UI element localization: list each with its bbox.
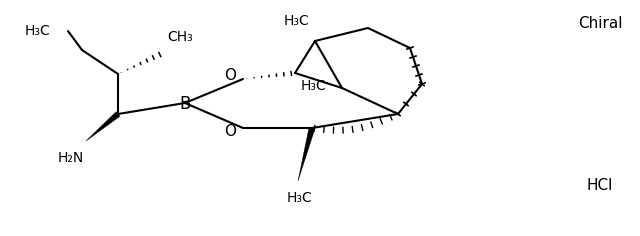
Text: H₃C: H₃C [300, 79, 326, 93]
Text: H₃C: H₃C [284, 14, 309, 28]
Text: H₃C: H₃C [287, 191, 313, 205]
Text: B: B [179, 95, 191, 113]
Text: H₃C: H₃C [24, 24, 50, 38]
Text: Chiral: Chiral [578, 17, 622, 31]
Polygon shape [298, 127, 315, 181]
Text: O: O [224, 68, 236, 84]
Text: HCl: HCl [587, 178, 613, 194]
Polygon shape [86, 112, 120, 141]
Text: H₂N: H₂N [58, 151, 84, 165]
Text: CH₃: CH₃ [167, 30, 193, 44]
Text: O: O [224, 123, 236, 139]
